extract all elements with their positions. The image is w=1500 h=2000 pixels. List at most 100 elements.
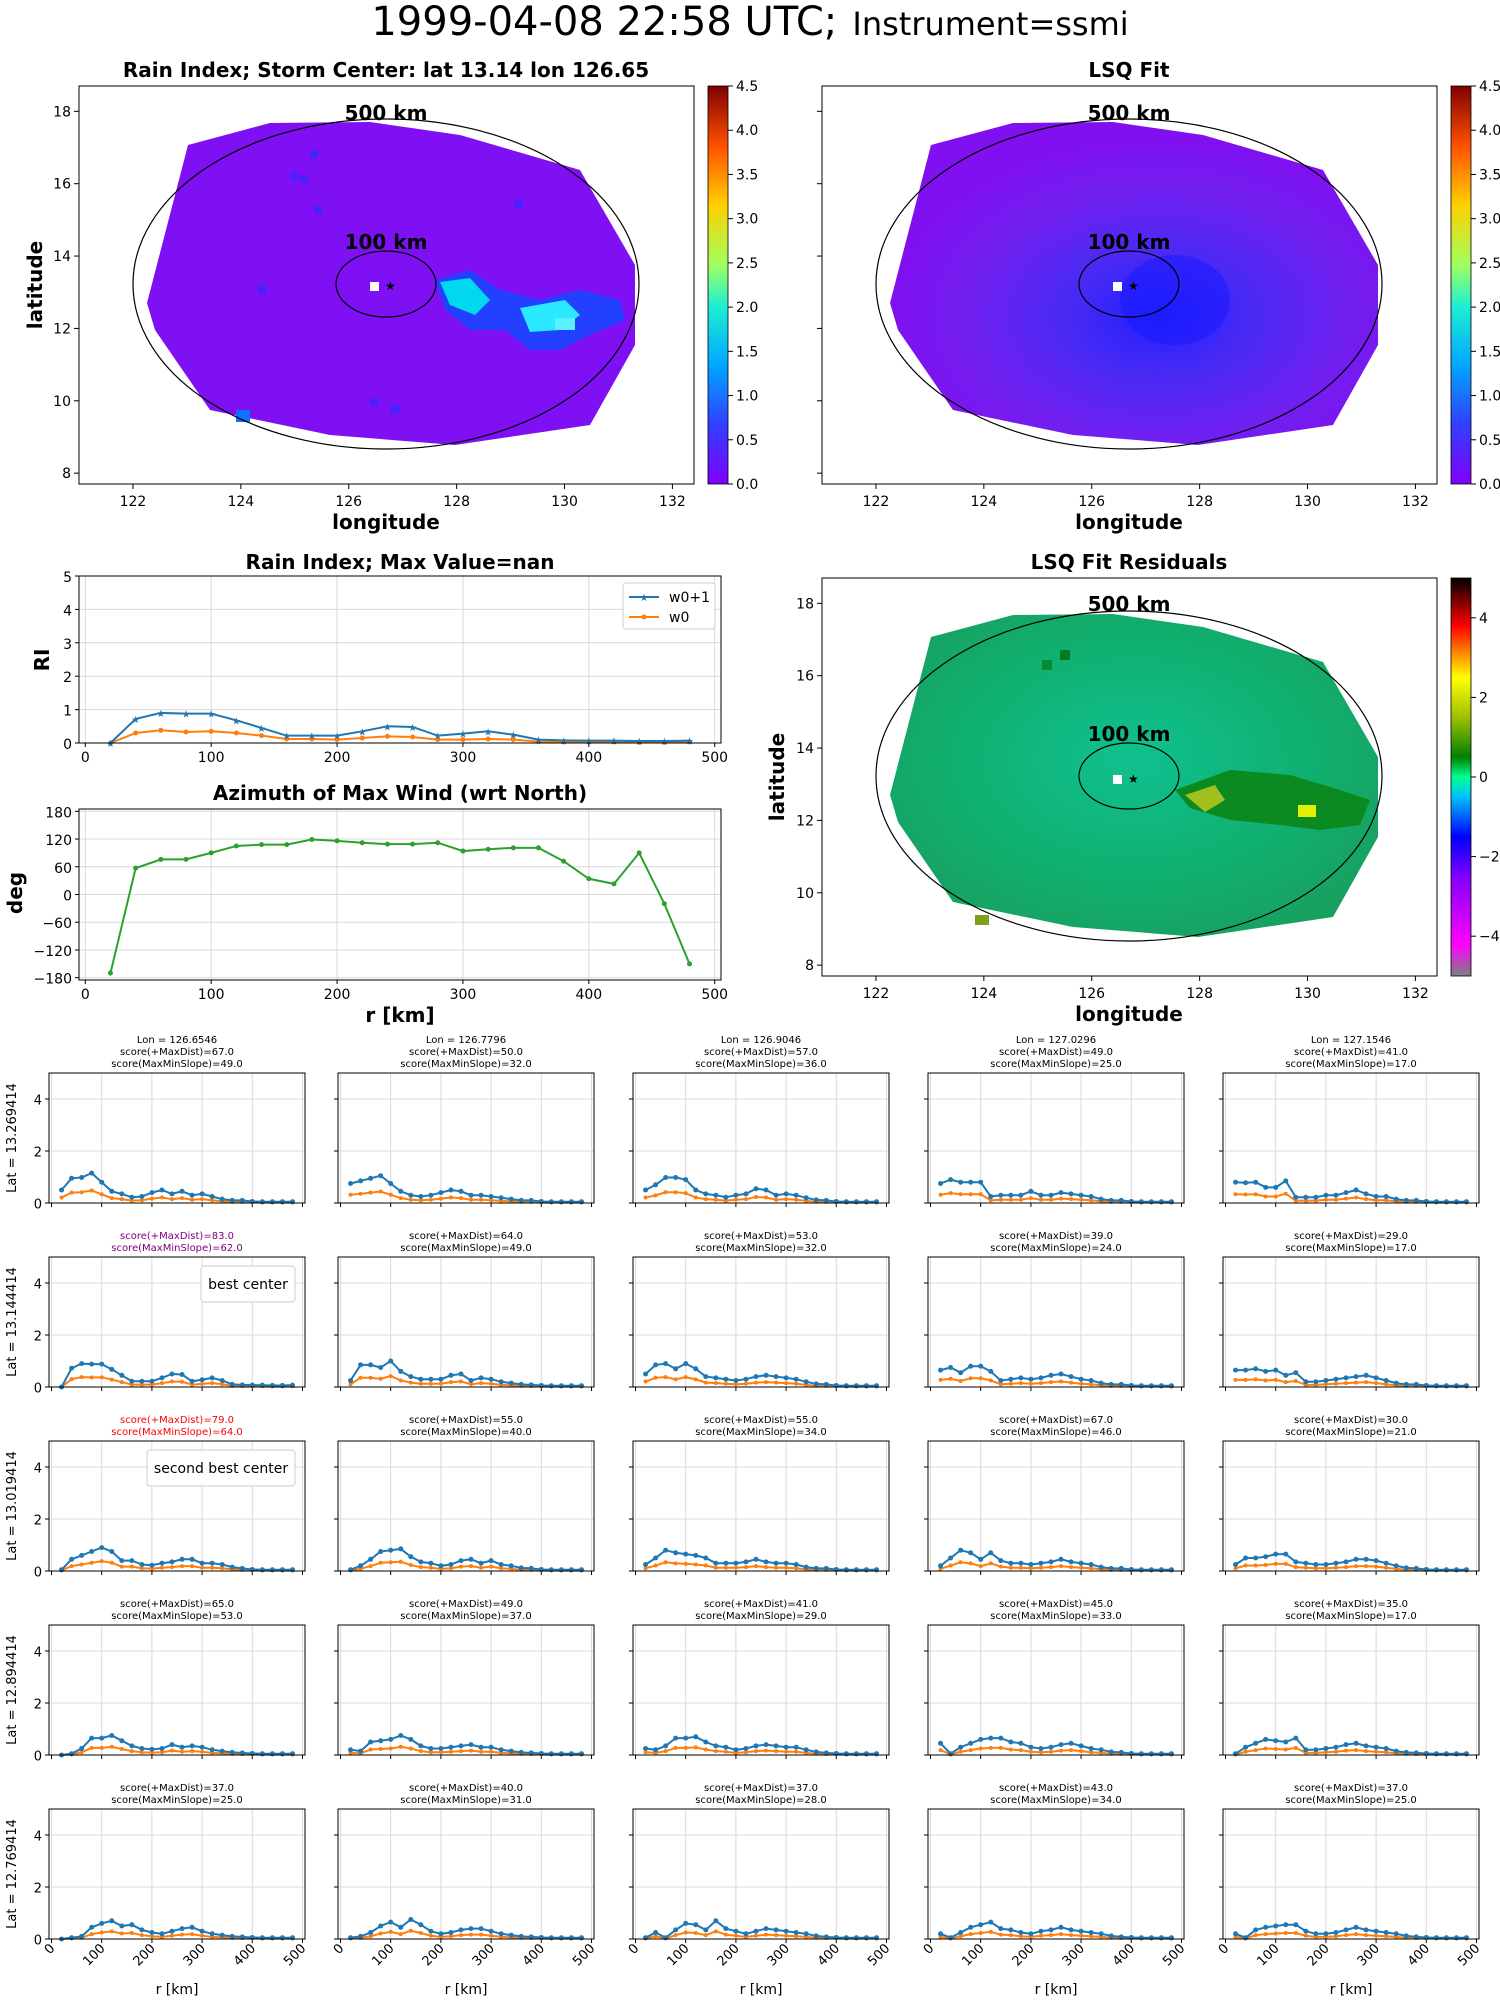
ri-w0p1-point: ★ xyxy=(559,736,568,747)
panel-w0p1-point xyxy=(119,1372,125,1378)
panel-w0p1-point xyxy=(1343,1190,1349,1196)
panel-w0p1-point xyxy=(1028,1188,1034,1194)
panel-w0p1-point xyxy=(468,1192,474,1198)
x-tick-label: 126 xyxy=(335,494,362,510)
panel-w0-point xyxy=(1243,1377,1248,1382)
panel-w0p1-point xyxy=(1008,1560,1014,1566)
panel-x-ticks: 0 100 200 300 400 500 xyxy=(921,1939,1188,1969)
panel-w0p1-point xyxy=(149,1562,155,1568)
ri-profile-chart: Rain Index; Max Value=nan ★★★ ★ ★★★★ ★ ★ ★ ★ ★★… xyxy=(30,550,728,766)
panel-w0-point xyxy=(1028,1381,1033,1386)
panel-w0p1-point xyxy=(418,1743,424,1749)
panel-series xyxy=(938,1177,1174,1205)
colorbar-tick-label: 1.0 xyxy=(1479,389,1500,405)
candidate-panel-r1-c2: Lon = 126.7796score(+MaxDist)=50.0score(… xyxy=(334,1035,595,1207)
x-tick-label: 128 xyxy=(1186,494,1213,510)
panel-w0-point xyxy=(438,1196,443,1201)
panel-w0-point xyxy=(99,1930,104,1935)
panel-w0p1-point xyxy=(723,1194,729,1200)
panel-w0p1-point xyxy=(673,1735,679,1741)
ri-w0p1-point: ★ xyxy=(458,730,467,741)
panel-w0-point xyxy=(159,1750,164,1755)
panel-w0-point xyxy=(968,1932,973,1937)
panel-w0p1-point xyxy=(59,1187,65,1193)
panel-lon-title: Lon = 126.6546 xyxy=(137,1035,217,1046)
panel-w0p1-point xyxy=(1413,1565,1419,1571)
panel-w0p1-point xyxy=(1363,1372,1369,1378)
panel-grid xyxy=(49,1073,305,1204)
panel-w0-point xyxy=(418,1381,423,1386)
panel-w0p1-point xyxy=(753,1743,759,1749)
panel-w0p1-point xyxy=(159,1375,165,1381)
panel-w0p1-point xyxy=(478,1560,484,1566)
panel-w0p1-point xyxy=(219,1748,225,1754)
panel-w0p1-point xyxy=(1403,1749,1409,1755)
panel-w0-point xyxy=(1008,1933,1013,1938)
candidate-panel-r4-c3: score(+MaxDist)=41.0score(MaxMinSlope)=2… xyxy=(629,1599,890,1759)
candidate-panel-r4-c2: score(+MaxDist)=49.0score(MaxMinSlope)=3… xyxy=(334,1599,595,1759)
panel-w0p1-point xyxy=(229,1749,235,1755)
panel-w0p1-point xyxy=(1058,1371,1064,1377)
panel-w0-point xyxy=(723,1932,728,1937)
panel-score-title: score(+MaxDist)=40.0 xyxy=(409,1783,523,1794)
panel-w0p1-point xyxy=(1098,1564,1104,1570)
x-tick-label: 132 xyxy=(1402,986,1429,1002)
candidate-panel-r4-c1: score(+MaxDist)=65.0score(MaxMinSlope)=5… xyxy=(5,1599,306,1765)
panel-w0p1-point xyxy=(998,1378,1004,1383)
panel-series xyxy=(643,1918,879,1941)
rain-band xyxy=(236,270,625,422)
panel-w0-point xyxy=(89,1188,94,1193)
panel-w0p1-point xyxy=(169,1191,175,1197)
panel-w0p1-point xyxy=(683,1361,689,1367)
y-tick-label: 4 xyxy=(34,1646,42,1661)
ri-w0-point xyxy=(133,730,139,736)
panel-w0-point xyxy=(408,1380,413,1385)
panel-w0p1-point xyxy=(209,1194,215,1199)
suptitle-sub: Instrument=ssmi xyxy=(852,5,1128,43)
lsq-fit-y-ticks xyxy=(817,110,822,474)
panel-series xyxy=(1233,1366,1469,1389)
lsq-residuals-colorbar xyxy=(1450,577,1472,977)
panel-w0p1-point xyxy=(348,1181,354,1186)
panel-w0p1-point xyxy=(1068,1559,1074,1565)
panel-w0p1-point xyxy=(948,1365,954,1370)
panel-w0-point xyxy=(388,1374,393,1379)
y-tick-label: 3 xyxy=(63,637,72,653)
panel-w0p1-point xyxy=(1118,1381,1124,1387)
panel-w0-point xyxy=(469,1382,474,1387)
panel-w0-point xyxy=(713,1197,718,1202)
azimuth-point xyxy=(107,970,113,976)
y-tick-label: 10 xyxy=(796,886,814,902)
panel-w0p1-point xyxy=(1283,1551,1289,1557)
panel-w0p1-point xyxy=(408,1374,414,1380)
x-tick-label: 0 xyxy=(81,987,90,1003)
panel-w0p1-point xyxy=(1253,1179,1259,1185)
lsq-residuals-map: LSQ Fit Residuals ★ 500 km 100 km 122 124… xyxy=(765,550,1500,1026)
panel-w0p1-point xyxy=(229,1933,235,1939)
panel-w0p1-point xyxy=(498,1931,504,1937)
panel-w0p1-point xyxy=(358,1933,364,1939)
panel-w0-point xyxy=(1079,1197,1084,1202)
panel-w0-point xyxy=(418,1565,423,1570)
panel-x-ticks xyxy=(930,1755,1182,1759)
panel-w0-point xyxy=(89,1375,94,1380)
panel-w0-point xyxy=(703,1563,708,1568)
panel-score-title: score(MaxMinSlope)=31.0 xyxy=(400,1795,531,1806)
y-tick-label: −120 xyxy=(34,944,72,960)
ri-w0p1-point: ★ xyxy=(358,727,367,738)
panel-w0-point xyxy=(1089,1566,1094,1571)
lsq-ring-100km xyxy=(1078,250,1180,318)
panel-w0p1-point xyxy=(938,1367,944,1373)
panel-w0p1-point xyxy=(763,1742,769,1748)
panel-axes xyxy=(337,1808,595,1940)
panel-w0-point xyxy=(489,1198,494,1203)
residual-peak xyxy=(1298,805,1316,817)
panel-w0p1-point xyxy=(663,1361,669,1367)
panel-w0p1-point xyxy=(1088,1930,1094,1935)
lsq-residuals-colorbar-ticks: 4 2 0 −2 −4 xyxy=(1471,611,1500,945)
panel-w0-point xyxy=(1283,1930,1288,1935)
panel-w0p1-point xyxy=(1333,1744,1339,1750)
panel-w0-point xyxy=(1333,1197,1338,1202)
panel-w0p1-point xyxy=(978,1556,984,1562)
panel-w0p1-point xyxy=(703,1374,709,1380)
